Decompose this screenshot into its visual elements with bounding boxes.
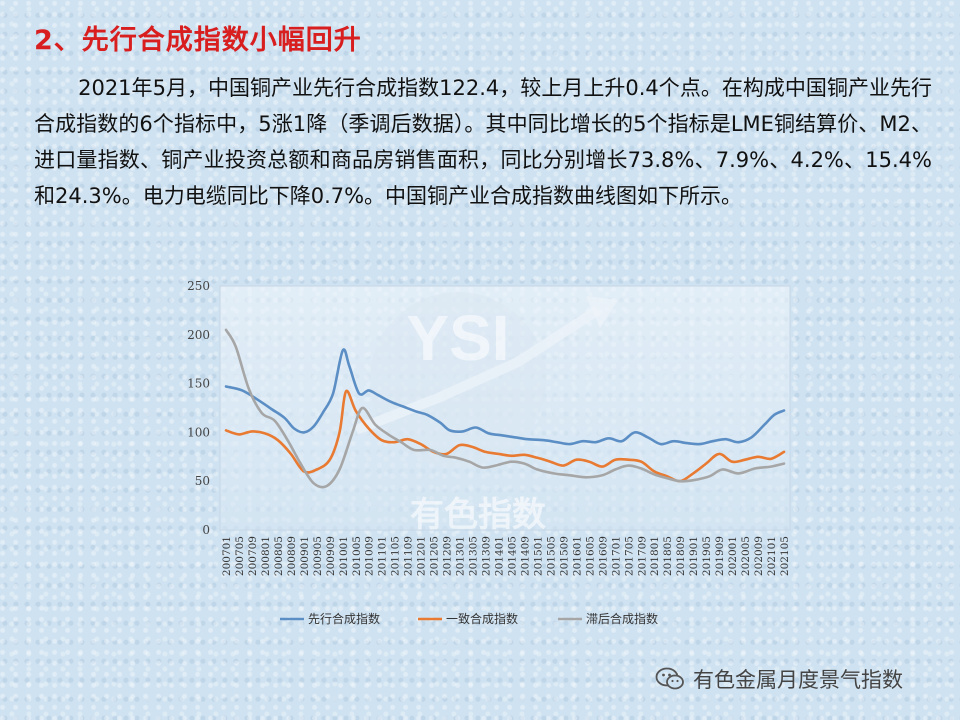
footer-text: 有色金属月度景气指数: [693, 668, 903, 692]
y-tick-label: 100: [187, 425, 210, 439]
x-tick-label: 201405: [506, 536, 518, 576]
x-tick-label: 201209: [442, 536, 454, 576]
series-line-1: [224, 348, 786, 446]
watermark-group: YSI 有色指数: [354, 292, 618, 535]
x-tick-label: 201701: [610, 536, 622, 576]
y-tick-label: 50: [195, 474, 210, 488]
wechat-icon: [655, 667, 684, 690]
x-tick-label: 201609: [597, 536, 609, 576]
y-tick-label: 0: [202, 523, 210, 537]
x-tick-label: 201901: [688, 536, 700, 576]
x-tick-label: 200809: [286, 536, 298, 576]
watermark-circle: [370, 292, 546, 468]
x-tick-label: 201505: [545, 536, 557, 576]
x-tick-label: 201909: [714, 536, 726, 576]
x-tick-label: 201109: [403, 536, 415, 576]
x-tick-label: 200701: [221, 536, 233, 576]
x-tick-label: 201509: [558, 536, 570, 576]
x-tick-label: 202105: [779, 536, 791, 576]
x-tick-label: 200909: [325, 536, 337, 576]
x-tick-label: 202009: [753, 536, 765, 576]
legend-label: 先行合成指数: [308, 611, 380, 626]
section-heading: 2、先行合成指数小幅回升: [34, 25, 362, 56]
x-tick-label: 200801: [260, 536, 272, 576]
x-tick-label: 201805: [662, 536, 674, 576]
legend: 先行合成指数 一致合成指数 滞后合成指数: [280, 611, 658, 626]
y-tick-label: 200: [187, 328, 210, 342]
x-tick-label: 201401: [494, 536, 506, 576]
x-tick-label: 202101: [766, 536, 778, 576]
x-tick-label: 201005: [351, 536, 363, 576]
x-tick-label: 201205: [429, 536, 441, 576]
x-tick-label: 201709: [636, 536, 648, 576]
y-tick-label: 250: [187, 279, 210, 293]
x-tick-label: 201801: [649, 536, 661, 576]
x-tick-label: 201705: [623, 536, 635, 576]
legend-label: 一致合成指数: [446, 611, 518, 626]
series-line-3: [224, 328, 786, 489]
x-tick-label: 201201: [416, 536, 428, 576]
x-tick-label: 201309: [481, 536, 493, 576]
y-axis: 0 50 100 150 200 250: [187, 279, 210, 537]
watermark-arrow: [354, 305, 601, 435]
x-tick-label: 201905: [701, 536, 713, 576]
x-tick-label: 201101: [377, 536, 389, 576]
x-tick-label: 201409: [519, 536, 531, 576]
x-tick-label: 200905: [312, 536, 324, 576]
x-tick-label: 200705: [234, 536, 246, 576]
x-tick-label: 200709: [247, 536, 259, 576]
x-tick-label: 202001: [727, 536, 739, 576]
x-tick-label: 201009: [364, 536, 376, 576]
x-tick-label: 201501: [532, 536, 544, 576]
x-tick-label: 201605: [584, 536, 596, 576]
composite-index-chart: YSI 有色指数 0 50 100 150 200 250 200701 200705 200…: [168, 270, 802, 640]
x-tick-label: 202005: [740, 536, 752, 576]
y-tick-label: 150: [187, 377, 210, 391]
legend-label: 滞后合成指数: [586, 611, 658, 626]
series-line-2: [224, 389, 786, 483]
x-tick-label: 201105: [390, 536, 402, 576]
x-tick-label: 201301: [455, 536, 467, 576]
summary-paragraph: 2021年5月，中国铜产业先行合成指数122.4，较上月上升0.4个点。在构成中…: [34, 76, 932, 208]
x-tick-label: 201809: [675, 536, 687, 576]
x-tick-label: 200805: [273, 536, 285, 576]
x-tick-label: 201305: [468, 536, 480, 576]
footer-brand: 有色金属月度景气指数: [655, 664, 903, 694]
x-tick-label: 201001: [338, 536, 350, 576]
series-lines: [224, 328, 786, 489]
watermark-arrowhead: [586, 296, 618, 328]
x-axis: 200701 200705 200709 200801 200805 200809 2009…: [221, 536, 791, 576]
watermark-text: 有色指数: [410, 495, 546, 535]
x-tick-label: 200901: [299, 536, 311, 576]
x-tick-label: 201601: [571, 536, 583, 576]
watermark-logo: YSI: [406, 302, 509, 374]
